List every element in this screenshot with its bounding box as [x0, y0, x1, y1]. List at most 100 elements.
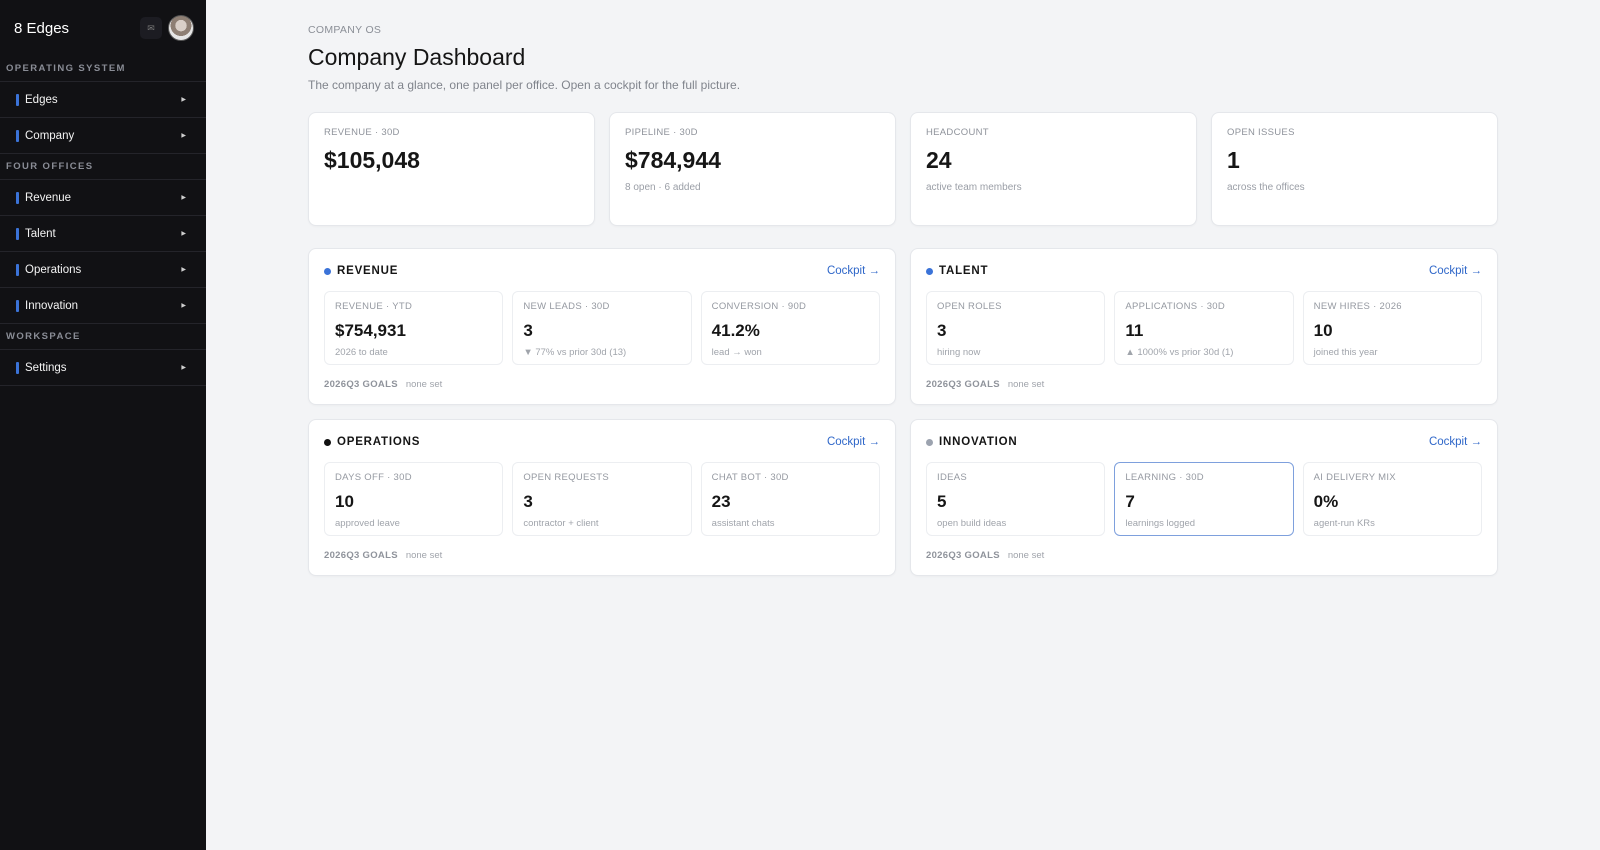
goals-label: 2026Q3 GOALS	[926, 379, 1000, 390]
metric-note: hiring now	[937, 347, 981, 358]
metric-label: OPEN ROLES	[937, 301, 1002, 312]
sidebar-item-talent[interactable]: Talent ▶	[0, 216, 206, 252]
metric-note: joined this year	[1313, 347, 1378, 358]
chevron-right-icon: ▶	[181, 195, 186, 201]
metric-card[interactable]: REVENUE · YTD $754,931 2026 to date	[324, 291, 504, 365]
mail-icon[interactable]: ✉	[140, 17, 162, 39]
kpi-card-open-issues: OPEN ISSUES 1 across the offices	[1211, 112, 1498, 226]
nav-accent-bar	[16, 361, 19, 374]
metric-value: 3	[937, 321, 947, 340]
metric-label: NEW LEADS · 30D	[523, 301, 610, 312]
panel-title: REVENUE	[337, 265, 399, 277]
office-panel-innovation: INNOVATION Cockpit → IDEAS 5 open build id…	[910, 419, 1498, 576]
page-eyebrow: COMPANY OS	[308, 24, 382, 36]
sidebar-item-innovation[interactable]: Innovation ▶	[0, 288, 206, 324]
metric-note: contractor + client	[523, 518, 599, 529]
goals-label: 2026Q3 GOALS	[324, 550, 398, 561]
panel-header: INNOVATION Cockpit →	[926, 434, 1482, 450]
sidebar-item-label: Operations	[25, 263, 82, 276]
kpi-value: $784,944	[625, 147, 721, 173]
metric-note: 2026 to date	[335, 347, 388, 358]
sidebar-item-edges[interactable]: Edges ▶	[0, 82, 206, 118]
section-label-workspace: WORKSPACE	[0, 324, 206, 350]
metric-label: LEARNING · 30D	[1125, 472, 1204, 483]
cockpit-link[interactable]: Cockpit →	[1428, 265, 1482, 277]
nav-accent-bar	[16, 299, 19, 312]
sidebar-item-label: Settings	[25, 361, 67, 374]
metric-label: CHAT BOT · 30D	[711, 472, 789, 483]
metric-value: 41.2%	[711, 321, 760, 340]
kpi-value: 1	[1227, 147, 1240, 173]
metric-card[interactable]: NEW LEADS · 30D 3 ▼ 77% vs prior 30d (13)	[512, 291, 692, 365]
cockpit-link[interactable]: Cockpit →	[826, 265, 880, 277]
kpi-row: REVENUE · 30D $105,048 PIPELINE · 30D $7…	[308, 112, 1498, 226]
sidebar-item-operations[interactable]: Operations ▶	[0, 252, 206, 288]
chevron-right-icon: ▶	[181, 133, 186, 139]
panel-header: TALENT Cockpit →	[926, 263, 1482, 279]
metric-row: DAYS OFF · 30D 10 approved leave OPEN REQU…	[324, 462, 880, 536]
cockpit-link[interactable]: Cockpit →	[826, 436, 880, 448]
metric-value: $754,931	[335, 321, 406, 340]
sidebar-item-company[interactable]: Company ▶	[0, 118, 206, 154]
page-title: Company Dashboard	[308, 44, 526, 70]
metric-label: DAYS OFF · 30D	[335, 472, 412, 483]
cockpit-link[interactable]: Cockpit →	[1428, 436, 1482, 448]
panel-header: OPERATIONS Cockpit →	[324, 434, 880, 450]
metric-value: 5	[937, 492, 947, 511]
metric-label: AI DELIVERY MIX	[1313, 472, 1396, 483]
metric-value: 11	[1125, 321, 1144, 340]
chevron-right-icon: ▶	[181, 303, 186, 309]
metric-card[interactable]: LEARNING · 30D 7 learnings logged	[1114, 462, 1294, 536]
sidebar-item-label: Edges	[25, 93, 58, 106]
metric-label: CONVERSION · 90D	[711, 301, 807, 312]
sidebar-header: 8 Edges ✉	[0, 0, 206, 56]
panel-header: REVENUE Cockpit →	[324, 263, 880, 279]
sidebar-item-label: Revenue	[25, 191, 72, 204]
section-label-operating-system: OPERATING SYSTEM	[0, 56, 206, 82]
kpi-label: PIPELINE · 30D	[625, 127, 698, 138]
goals-value: none set	[405, 379, 443, 390]
metric-card[interactable]: IDEAS 5 open build ideas	[926, 462, 1106, 536]
goals-label: 2026Q3 GOALS	[324, 379, 398, 390]
sidebar-item-revenue[interactable]: Revenue ▶	[0, 180, 206, 216]
metric-card[interactable]: APPLICATIONS · 30D 11 ▲ 1000% vs prior 30d…	[1114, 291, 1294, 365]
metric-note: open build ideas	[937, 518, 1007, 529]
metric-row: OPEN ROLES 3 hiring now APPLICATIONS · 30D…	[926, 291, 1482, 365]
kpi-value: $105,048	[324, 147, 420, 173]
metric-card[interactable]: AI DELIVERY MIX 0% agent-run KRs	[1302, 462, 1482, 536]
chevron-right-icon: ▶	[181, 231, 186, 237]
kpi-label: REVENUE · 30D	[324, 127, 400, 138]
metric-card[interactable]: OPEN ROLES 3 hiring now	[926, 291, 1106, 365]
nav-accent-bar	[16, 227, 19, 240]
metric-label: OPEN REQUESTS	[523, 472, 610, 483]
metric-card[interactable]: NEW HIRES · 2026 10 joined this year	[1302, 291, 1482, 365]
metric-note: agent-run KRs	[1313, 518, 1375, 529]
metric-value: 3	[523, 492, 533, 511]
nav-accent-bar	[16, 129, 19, 142]
metric-card[interactable]: CHAT BOT · 30D 23 assistant chats	[700, 462, 880, 536]
panel-title: INNOVATION	[939, 436, 1018, 448]
metric-card[interactable]: OPEN REQUESTS 3 contractor + client	[512, 462, 692, 536]
sidebar-item-settings[interactable]: Settings ▶	[0, 350, 206, 386]
kpi-value: 24	[926, 147, 952, 173]
kpi-card-headcount: HEADCOUNT 24 active team members	[910, 112, 1197, 226]
brand-name[interactable]: 8 Edges	[14, 19, 70, 37]
section-label-four-offices: FOUR OFFICES	[0, 154, 206, 180]
metric-note: approved leave	[335, 518, 400, 529]
status-dot	[926, 267, 933, 275]
status-dot	[324, 438, 331, 446]
page-subtitle: The company at a glance, one panel per o…	[308, 78, 741, 92]
metric-label: APPLICATIONS · 30D	[1125, 301, 1226, 312]
metric-value: 3	[523, 321, 533, 340]
goals-label: 2026Q3 GOALS	[926, 550, 1000, 561]
metric-card[interactable]: DAYS OFF · 30D 10 approved leave	[324, 462, 504, 536]
goals-row: 2026Q3 GOALS none set	[324, 550, 880, 561]
kpi-label: OPEN ISSUES	[1227, 127, 1295, 138]
kpi-label: HEADCOUNT	[926, 127, 989, 138]
metric-note: learnings logged	[1125, 518, 1196, 529]
panel-title: TALENT	[939, 265, 989, 277]
goals-value: none set	[1007, 379, 1045, 390]
panel-title: OPERATIONS	[337, 436, 421, 448]
metric-card[interactable]: CONVERSION · 90D 41.2% lead → won	[700, 291, 880, 365]
avatar[interactable]	[168, 15, 194, 41]
